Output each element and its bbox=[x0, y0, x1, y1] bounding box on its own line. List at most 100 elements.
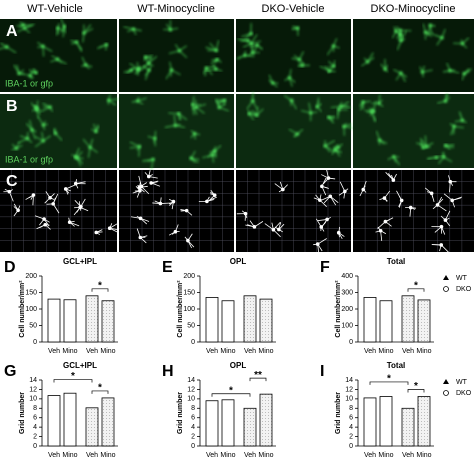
cell bbox=[323, 140, 335, 153]
cell-process bbox=[179, 50, 188, 59]
cell-process bbox=[49, 106, 53, 112]
cell-process bbox=[319, 66, 330, 72]
cell-process bbox=[437, 100, 446, 104]
cell bbox=[106, 94, 120, 106]
cell bbox=[342, 122, 355, 136]
cell bbox=[96, 43, 109, 51]
cell-process bbox=[82, 32, 85, 43]
cell-process bbox=[194, 133, 201, 136]
cell bbox=[338, 181, 349, 199]
cell bbox=[241, 23, 253, 42]
cell-process bbox=[186, 210, 193, 216]
column-header: DKO-Vehicle bbox=[262, 3, 325, 15]
cell-process bbox=[83, 28, 94, 34]
cell bbox=[73, 179, 86, 189]
cell-process bbox=[426, 25, 431, 37]
cell-process bbox=[371, 111, 376, 122]
cell bbox=[443, 143, 455, 150]
cell bbox=[144, 170, 158, 179]
cell-process bbox=[16, 64, 20, 74]
y-tick-label: 8 bbox=[191, 405, 195, 412]
cell-process bbox=[50, 58, 58, 63]
y-tick-label: 100 bbox=[341, 322, 353, 329]
cell-process bbox=[449, 123, 455, 127]
cell-process bbox=[138, 146, 140, 157]
bar bbox=[259, 393, 273, 447]
cell-process bbox=[422, 65, 425, 73]
cell-process bbox=[273, 221, 281, 231]
y-tick-label: 0 bbox=[191, 339, 195, 346]
cell-process bbox=[213, 64, 217, 70]
cell-process bbox=[28, 194, 34, 199]
cell-process bbox=[26, 131, 29, 139]
cell-process bbox=[168, 112, 179, 115]
significance-bracket bbox=[249, 377, 267, 382]
cell-process bbox=[140, 63, 149, 71]
cell bbox=[210, 57, 222, 65]
bar bbox=[243, 295, 257, 343]
cell-process bbox=[136, 228, 141, 238]
cell-process bbox=[202, 67, 207, 74]
cell-process bbox=[416, 142, 427, 147]
cell bbox=[132, 186, 142, 198]
cell-process bbox=[36, 100, 39, 110]
cell-process bbox=[219, 106, 229, 112]
cell bbox=[371, 94, 384, 107]
cell-process bbox=[144, 69, 150, 77]
cell bbox=[26, 120, 37, 140]
cell-process bbox=[43, 124, 45, 131]
cell bbox=[189, 150, 200, 164]
cell-process bbox=[396, 26, 401, 31]
legend-marker bbox=[443, 390, 449, 396]
cell-process bbox=[421, 139, 427, 147]
cell bbox=[168, 44, 188, 59]
cell bbox=[291, 25, 300, 36]
y-tick-label: 14 bbox=[345, 377, 353, 384]
cell-process bbox=[439, 244, 442, 252]
cell-process bbox=[36, 224, 46, 230]
cell-process bbox=[168, 198, 174, 202]
cell-process bbox=[28, 69, 37, 74]
cell bbox=[405, 205, 417, 217]
cell-process bbox=[313, 243, 318, 246]
cell-process bbox=[31, 129, 36, 140]
cell bbox=[202, 146, 217, 163]
cell bbox=[50, 55, 67, 65]
cell-process bbox=[173, 114, 176, 126]
cell-process bbox=[206, 67, 213, 76]
cell-process bbox=[298, 64, 303, 67]
cell bbox=[327, 115, 336, 124]
cell bbox=[137, 175, 150, 195]
cell-process bbox=[214, 59, 218, 64]
cell-process bbox=[256, 106, 259, 116]
cell-process bbox=[205, 68, 216, 72]
x-tick-label: Veh bbox=[364, 452, 376, 459]
cell-process bbox=[278, 222, 282, 230]
cell-process bbox=[385, 221, 392, 227]
cell-process bbox=[187, 240, 195, 248]
cell-process bbox=[81, 56, 87, 65]
cell-process bbox=[438, 156, 444, 165]
cell-process bbox=[422, 69, 433, 73]
cell-process bbox=[340, 101, 350, 107]
micrograph bbox=[353, 19, 474, 92]
cell bbox=[205, 64, 223, 72]
cell-process bbox=[322, 219, 328, 227]
y-axis-label: Grid number bbox=[177, 392, 184, 434]
cell-process bbox=[359, 189, 364, 197]
cell bbox=[437, 93, 451, 104]
cell-process bbox=[252, 100, 258, 110]
cell-process bbox=[151, 159, 154, 171]
significance-bracket bbox=[91, 390, 109, 394]
cell-process bbox=[425, 31, 433, 37]
cell-process bbox=[13, 210, 19, 217]
cell-process bbox=[75, 183, 79, 189]
cell-process bbox=[293, 133, 298, 137]
bar bbox=[205, 400, 219, 447]
cell-process bbox=[109, 227, 119, 233]
cell-process bbox=[323, 195, 331, 204]
cell-process bbox=[291, 57, 300, 60]
cell-process bbox=[109, 223, 118, 229]
cell-process bbox=[448, 175, 451, 182]
cell-process bbox=[278, 189, 284, 193]
